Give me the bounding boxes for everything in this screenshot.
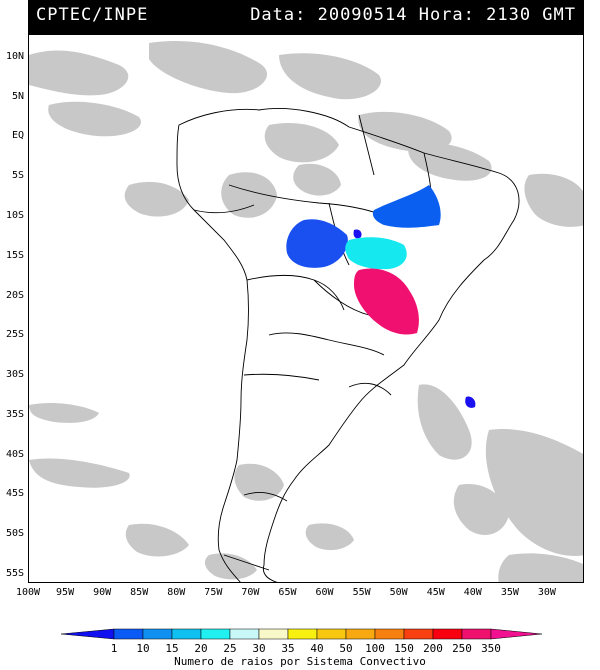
colorbar-tick-label: 10 xyxy=(136,642,150,655)
colorbar-tick-label: 20 xyxy=(194,642,208,655)
longitude-label: 65W xyxy=(278,587,297,598)
colorbar-tick-label: 350 xyxy=(481,642,501,655)
system-blue-small xyxy=(353,229,362,239)
header-source: CPTEC/INPE xyxy=(36,5,149,25)
colorbar-tick-label: 15 xyxy=(165,642,179,655)
system-blue-west xyxy=(286,219,348,268)
colorbar-tick-label: 35 xyxy=(281,642,295,655)
colorbar-title: Numero de raios por Sistema Convectivo xyxy=(174,655,426,668)
latitude-label: 25S xyxy=(5,329,24,341)
longitude-label: 100W xyxy=(16,587,41,598)
longitude-label: 75W xyxy=(204,587,223,598)
colorbar-tick-label: 25 xyxy=(223,642,237,655)
colorbar-segment xyxy=(113,628,144,640)
colorbar-tick-label: 50 xyxy=(339,642,353,655)
colorbar-segment xyxy=(461,628,492,640)
colorbar-tick-label: 250 xyxy=(452,642,472,655)
colorbar-segment xyxy=(374,628,405,640)
latitude-label: 45S xyxy=(5,488,24,500)
longitude-label: 55W xyxy=(352,587,371,598)
colorbar-segment xyxy=(171,628,202,640)
cloud-cover xyxy=(29,41,583,582)
latitude-label: 20S xyxy=(5,289,24,301)
longitude-label: 70W xyxy=(241,587,260,598)
system-cyan xyxy=(345,237,407,270)
colorbar-tick-label: 40 xyxy=(310,642,324,655)
latitude-label: EQ xyxy=(11,130,24,142)
system-blue-ocean xyxy=(465,396,476,408)
latitude-label: 5S xyxy=(11,170,24,182)
system-magenta xyxy=(354,268,419,335)
latitude-label: 10S xyxy=(5,210,24,221)
longitude-label: 95W xyxy=(56,587,75,598)
colorbar-segment xyxy=(60,628,115,640)
longitude-label: 60W xyxy=(315,587,334,598)
colorbar-tick-label: 1 xyxy=(110,642,118,655)
colorbar-tick-label: 30 xyxy=(252,642,266,655)
colorbar-segment xyxy=(229,628,260,640)
system-blue-northeast xyxy=(372,185,441,228)
latitude-label: 10N xyxy=(5,50,24,62)
colorbar-segment xyxy=(200,628,231,640)
colorbar-segment xyxy=(403,628,434,640)
colorbar-segment xyxy=(287,628,318,640)
header-datetime: Data: 20090514 Hora: 2130 GMT xyxy=(250,5,576,25)
colorbar-segment xyxy=(490,628,543,640)
colorbar-tick-label: 100 xyxy=(365,642,385,655)
convective-systems xyxy=(286,185,476,408)
longitude-label: 50W xyxy=(389,587,408,598)
colorbar-segment xyxy=(432,628,463,640)
colorbar-tick-label: 200 xyxy=(423,642,443,655)
latitude-label: 40S xyxy=(5,448,24,460)
longitude-label: 85W xyxy=(130,587,149,598)
longitude-label: 45W xyxy=(426,587,445,598)
colorbar-segment xyxy=(142,628,173,640)
latitude-label: 5N xyxy=(11,90,24,102)
latitude-label: 15S xyxy=(5,249,24,261)
latitude-label: 50S xyxy=(5,528,24,540)
longitude-label: 90W xyxy=(93,587,112,598)
colorbar-tick-label: 150 xyxy=(394,642,414,655)
colorbar-segment xyxy=(345,628,376,640)
latitude-label: 55S xyxy=(5,568,24,580)
latitude-label: 30S xyxy=(5,369,24,381)
latitude-label: 35S xyxy=(5,408,24,420)
longitude-label: 35W xyxy=(500,587,519,598)
coastlines xyxy=(176,108,520,582)
longitude-label: 40W xyxy=(463,587,482,598)
map-svg xyxy=(29,41,583,582)
longitude-label: 80W xyxy=(167,587,186,598)
map-panel xyxy=(28,34,584,583)
colorbar-segment xyxy=(316,628,347,640)
colorbar-segment xyxy=(258,628,289,640)
longitude-label: 30W xyxy=(537,587,556,598)
map-header: CPTEC/INPE Data: 20090514 Hora: 2130 GMT xyxy=(28,0,584,34)
